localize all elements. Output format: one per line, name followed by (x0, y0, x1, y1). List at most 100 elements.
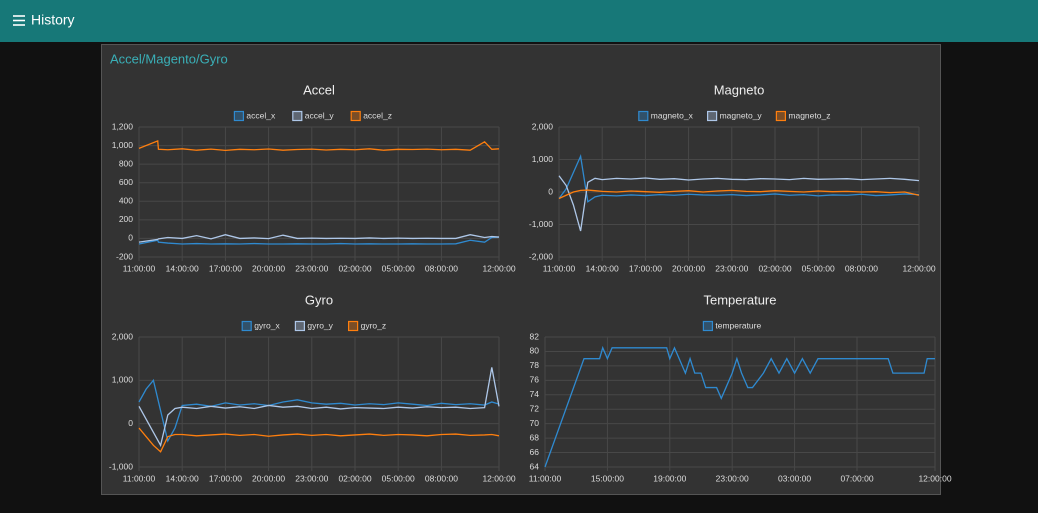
legend-label: accel_x (246, 110, 276, 120)
y-tick-label: 600 (119, 177, 133, 187)
group-title: Accel/Magento/Gyro (110, 51, 228, 66)
series-line (138, 236, 500, 245)
y-tick-label: 68 (530, 432, 540, 442)
legend-swatch (241, 320, 252, 332)
x-tick-label: 11:00:00 (123, 263, 156, 273)
x-tick-label: 08:00:00 (425, 263, 458, 273)
series-line (138, 367, 500, 448)
x-tick-label: 20:00:00 (252, 263, 285, 273)
y-tick-label: 0 (128, 418, 133, 428)
y-tick-label: 80 (530, 346, 540, 356)
y-tick-label: 72 (530, 403, 540, 413)
chart-title: Temperature (704, 292, 777, 307)
legend-label: gyro_y (307, 320, 333, 330)
legend-swatch (292, 110, 303, 122)
y-tick-label: -1,000 (529, 219, 553, 229)
x-tick-label: 19:00:00 (653, 473, 686, 483)
legend-label: accel_z (363, 110, 392, 120)
y-tick-label: 70 (530, 418, 540, 428)
series-line (138, 140, 500, 152)
chart-title: Accel (303, 82, 335, 97)
x-tick-label: 12:00:00 (918, 473, 951, 483)
legend-swatch (233, 110, 244, 122)
legend-label: magneto_y (720, 110, 763, 120)
chart-title: Gyro (305, 292, 333, 307)
y-tick-label: 82 (530, 331, 540, 341)
y-tick-label: 66 (530, 447, 540, 457)
x-tick-label: 20:00:00 (252, 473, 285, 483)
x-tick-label: 14:00:00 (166, 263, 199, 273)
y-tick-label: 2,000 (112, 331, 134, 341)
x-tick-label: 17:00:00 (209, 473, 242, 483)
legend-label: magneto_z (788, 110, 830, 120)
x-tick-label: 14:00:00 (586, 263, 619, 273)
legend-swatch (775, 110, 787, 122)
header-title: History (31, 12, 75, 28)
x-tick-label: 05:00:00 (802, 263, 835, 273)
y-tick-label: 1,200 (112, 121, 134, 131)
legend-swatch (702, 320, 714, 332)
y-tick-label: -2,000 (529, 251, 553, 261)
series-line (138, 378, 500, 443)
y-tick-label: 2,000 (532, 121, 554, 131)
y-tick-label: 1,000 (532, 154, 554, 164)
x-tick-label: 20:00:00 (672, 263, 705, 273)
legend-label: temperature (715, 320, 761, 330)
chart-title: Magneto (714, 82, 765, 97)
legend-label: gyro_z (361, 320, 387, 330)
y-tick-label: 64 (530, 461, 540, 471)
x-tick-label: 23:00:00 (716, 473, 749, 483)
legend-label: gyro_x (254, 320, 280, 330)
x-tick-label: 02:00:00 (338, 263, 371, 273)
legend-swatch (294, 320, 305, 332)
legend-label: magneto_x (651, 110, 694, 120)
x-tick-label: 15:00:00 (591, 473, 624, 483)
x-tick-label: 12:00:00 (482, 263, 515, 273)
y-tick-label: 78 (530, 360, 540, 370)
legend-swatch (350, 110, 361, 122)
y-tick-label: 1,000 (112, 140, 134, 150)
y-tick-label: -200 (116, 251, 133, 261)
series-line (558, 189, 920, 200)
x-tick-label: 11:00:00 (529, 473, 562, 483)
x-tick-label: 11:00:00 (543, 263, 576, 273)
series-line (558, 175, 920, 232)
y-tick-label: 0 (548, 186, 553, 196)
y-tick-label: 1,000 (112, 375, 134, 385)
x-tick-label: 03:00:00 (778, 473, 811, 483)
y-tick-label: -1,000 (109, 461, 133, 471)
legend-swatch (706, 110, 718, 122)
x-tick-label: 12:00:00 (482, 473, 515, 483)
y-tick-label: 800 (119, 158, 133, 168)
series-line (558, 153, 920, 203)
x-tick-label: 23:00:00 (295, 263, 328, 273)
x-tick-label: 14:00:00 (166, 473, 199, 483)
y-tick-label: 76 (530, 375, 540, 385)
x-tick-label: 05:00:00 (382, 263, 415, 273)
legend-swatch (348, 320, 359, 332)
y-tick-label: 74 (530, 389, 540, 399)
legend-swatch (638, 110, 649, 122)
x-tick-label: 11:00:00 (123, 473, 156, 483)
x-tick-label: 12:00:00 (902, 263, 935, 273)
y-tick-label: 0 (128, 233, 133, 243)
y-tick-label: 200 (119, 214, 133, 224)
x-tick-label: 08:00:00 (845, 263, 878, 273)
x-tick-label: 02:00:00 (758, 263, 791, 273)
x-tick-label: 23:00:00 (715, 263, 748, 273)
legend-label: accel_y (305, 110, 335, 120)
x-tick-label: 07:00:00 (840, 473, 873, 483)
x-tick-label: 17:00:00 (209, 263, 242, 273)
x-tick-label: 02:00:00 (338, 473, 371, 483)
y-tick-label: 400 (119, 196, 133, 206)
series-line (138, 427, 500, 453)
header-bar (0, 0, 1038, 42)
x-tick-label: 23:00:00 (295, 473, 328, 483)
series-line (138, 234, 500, 243)
group-panel (101, 44, 941, 495)
menu-icon[interactable] (13, 15, 25, 26)
x-tick-label: 17:00:00 (629, 263, 662, 273)
x-tick-label: 05:00:00 (382, 473, 415, 483)
